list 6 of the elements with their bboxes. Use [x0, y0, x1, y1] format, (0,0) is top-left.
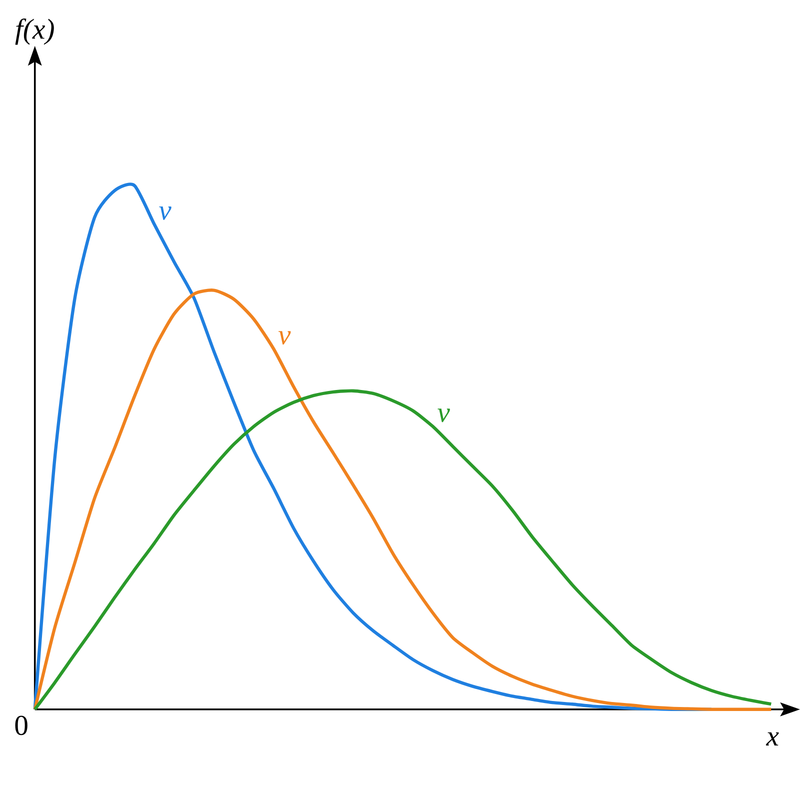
y-axis-title: f(x)	[15, 18, 54, 45]
series-label: ν	[438, 408, 450, 422]
series-label: ν	[278, 331, 291, 345]
series-label: ν	[159, 206, 172, 220]
x-axis-title: x	[766, 732, 779, 746]
text: 0	[15, 716, 28, 736]
